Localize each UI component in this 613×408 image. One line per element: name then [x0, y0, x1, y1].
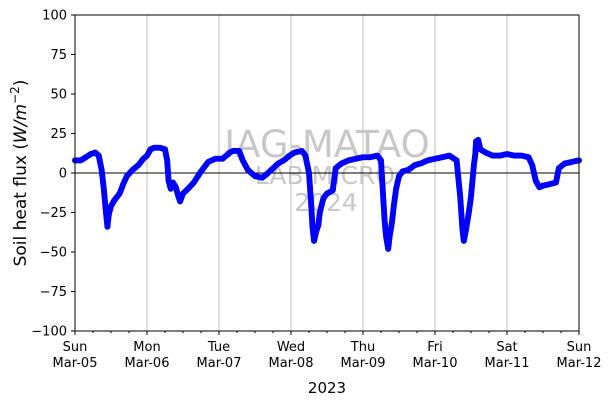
y-tick-label: 75 [50, 48, 67, 63]
x-tick-label-date: Mar-06 [125, 356, 170, 371]
x-tick-label-day: Wed [277, 340, 305, 355]
y-tick-label: −100 [31, 325, 67, 340]
x-tick-label-date: Mar-10 [413, 356, 458, 371]
y-tick-label: −50 [40, 246, 67, 261]
y-tick-label: 100 [42, 9, 67, 24]
x-tick-label-date: Mar-05 [53, 356, 98, 371]
y-tick-label: −25 [40, 206, 67, 221]
x-tick-label-day: Sun [63, 340, 88, 355]
x-tick-label-day: Thu [350, 340, 375, 355]
y-axis-title-text: Soil heat flux ( [11, 143, 31, 266]
y-tick-label: 50 [50, 88, 67, 103]
y-tick-label: 25 [50, 127, 67, 142]
x-tick-label-date: Mar-07 [197, 356, 242, 371]
x-tick-label-date: Mar-09 [341, 356, 386, 371]
y-axis-title-unit: W/m [11, 104, 31, 143]
watermark: IAG-MATAO LAB MICRO 2024 [224, 123, 429, 217]
y-axis-title-exponent: −2 [8, 86, 22, 104]
y-axis-title: Soil heat flux (W/m−2) [8, 80, 31, 267]
x-tick-label-day: Sat [496, 340, 517, 355]
y-tick-label: −75 [40, 285, 67, 300]
y-axis: −100 −75 −50 −25 0 25 50 75 100 [31, 9, 75, 340]
x-tick-label-day: Tue [207, 340, 230, 355]
x-axis-title: 2023 [308, 379, 346, 397]
y-axis-title-close: ) [11, 80, 31, 87]
data-points [72, 136, 582, 252]
x-axis: SunMar-05MonMar-06TueMar-07WedMar-08ThuM… [53, 331, 602, 371]
x-tick-label-day: Fri [427, 340, 443, 355]
x-tick-label-date: Mar-08 [269, 356, 314, 371]
x-tick-label-day: Mon [133, 340, 160, 355]
y-tick-label: 0 [59, 167, 67, 182]
x-tick-label-day: Sun [567, 340, 592, 355]
x-tick-label-date: Mar-12 [557, 356, 602, 371]
x-tick-label-date: Mar-11 [485, 356, 530, 371]
watermark-line-1: IAG-MATAO [224, 123, 429, 166]
